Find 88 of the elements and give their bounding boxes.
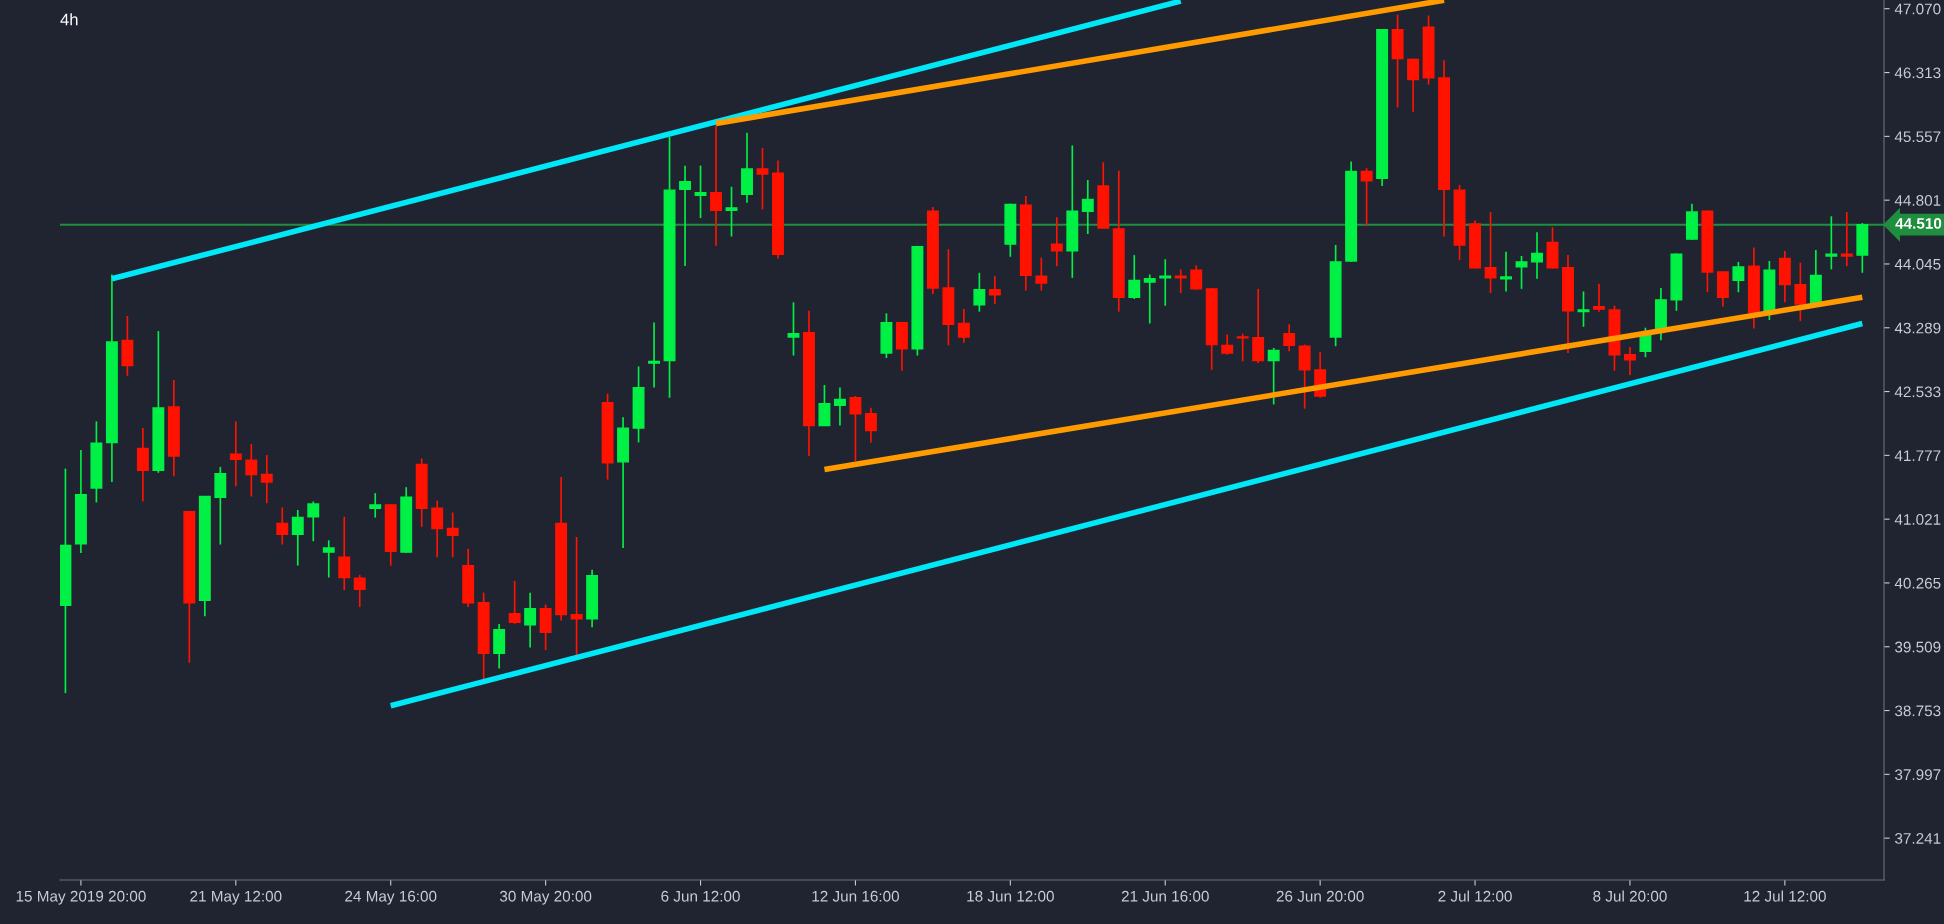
candlestick	[1360, 167, 1373, 227]
x-tick-label: 8 Jul 20:00	[1593, 890, 1667, 902]
candlestick	[1593, 282, 1605, 313]
candlestick	[973, 271, 986, 313]
x-tick-label: 12 Jul 12:00	[1744, 890, 1826, 902]
candlestick	[1221, 333, 1234, 356]
candlestick	[1267, 347, 1280, 406]
y-tick-label: 47.070	[1894, 3, 1941, 15]
x-tick-label: 26 Jun 20:00	[1276, 890, 1364, 902]
candlestick	[1283, 323, 1296, 353]
candlestick	[1159, 258, 1172, 307]
candlestick	[1577, 290, 1590, 328]
candlestick	[1174, 268, 1187, 294]
candlestick	[694, 164, 707, 219]
x-tick-label: 21 Jun 16:00	[1121, 890, 1209, 902]
candlestick	[245, 443, 258, 498]
x-tick-label: 15 May 2019 20:00	[16, 890, 146, 905]
candlestick	[214, 466, 227, 546]
x-tick-label: 21 May 12:00	[190, 890, 282, 905]
candlestick	[725, 185, 738, 238]
candlestick	[260, 454, 273, 505]
candlestick	[1500, 250, 1512, 293]
y-tick-label: 37.997	[1895, 769, 1941, 781]
candlestick	[524, 591, 537, 649]
candlestick	[291, 509, 304, 567]
candlestick	[1825, 215, 1838, 271]
candlestick	[369, 492, 382, 519]
x-tick-label: 6 Jun 12:00	[661, 890, 740, 902]
x-tick-label: 12 Jun 16:00	[812, 890, 900, 902]
candlestick	[1143, 273, 1156, 325]
candlestick	[679, 164, 692, 267]
x-tick-label: 18 Jun 12:00	[967, 890, 1054, 902]
candlestick	[446, 511, 459, 559]
candlestick	[338, 515, 351, 591]
candlestick	[229, 420, 242, 488]
y-tick-label: 41.021	[1894, 514, 1941, 525]
candlestick	[539, 603, 552, 651]
candlestick	[276, 506, 289, 546]
y-tick-label: 45.557	[1894, 131, 1941, 143]
ref-line-label: 44.510	[1895, 218, 1942, 229]
candlestick	[1484, 211, 1497, 294]
x-tick-label: 2 Jul 12:00	[1438, 890, 1512, 902]
y-tick-label: 46.313	[1894, 67, 1941, 79]
candlestick	[1081, 179, 1094, 235]
candlestick	[307, 500, 320, 543]
y-tick-label: 40.265	[1894, 577, 1941, 589]
candlestick	[648, 321, 661, 389]
candlestick	[431, 499, 444, 559]
candlestick	[1035, 256, 1048, 292]
y-tick-label: 37.241	[1895, 833, 1941, 844]
candlestick	[756, 147, 769, 211]
candlestick	[1732, 261, 1745, 294]
x-tick-label: 24 May 16:00	[345, 890, 437, 905]
y-tick-label: 43.289	[1894, 322, 1941, 334]
text: 4h	[60, 13, 78, 26]
candlestick	[1298, 343, 1311, 410]
candlestick	[353, 574, 366, 608]
candlestick	[957, 308, 970, 344]
candlestick	[710, 125, 722, 247]
candlestick	[988, 275, 1001, 305]
candlestick	[833, 386, 846, 427]
y-tick-label: 41.777	[1894, 450, 1941, 461]
candlestick	[1252, 288, 1265, 364]
candlestick	[508, 580, 521, 625]
candlestick	[570, 536, 583, 656]
candlestick	[864, 407, 877, 444]
candlestick	[1623, 346, 1636, 376]
candlestick	[493, 623, 506, 670]
candlestick	[1531, 231, 1543, 280]
x-tick-label: 30 May 20:00	[499, 890, 592, 905]
candlestick	[1050, 216, 1063, 267]
candlestick	[818, 384, 831, 427]
candlestick	[1407, 57, 1420, 113]
candlestick	[787, 301, 800, 357]
candlestick	[849, 395, 862, 462]
candlestick	[1515, 255, 1528, 290]
y-tick-label: 42.533	[1894, 386, 1941, 398]
candlestick	[322, 539, 335, 579]
y-tick-label: 39.509	[1895, 641, 1941, 653]
candlestick	[1840, 211, 1853, 267]
candlestick	[1190, 264, 1203, 291]
candlestick	[1236, 332, 1249, 363]
candlestick	[1794, 261, 1807, 322]
candlestick	[1128, 254, 1141, 300]
y-tick-label: 44.801	[1894, 195, 1941, 206]
y-tick-label: 44.045	[1894, 258, 1941, 270]
y-tick-label: 38.753	[1895, 705, 1941, 717]
candlestick	[136, 427, 149, 503]
